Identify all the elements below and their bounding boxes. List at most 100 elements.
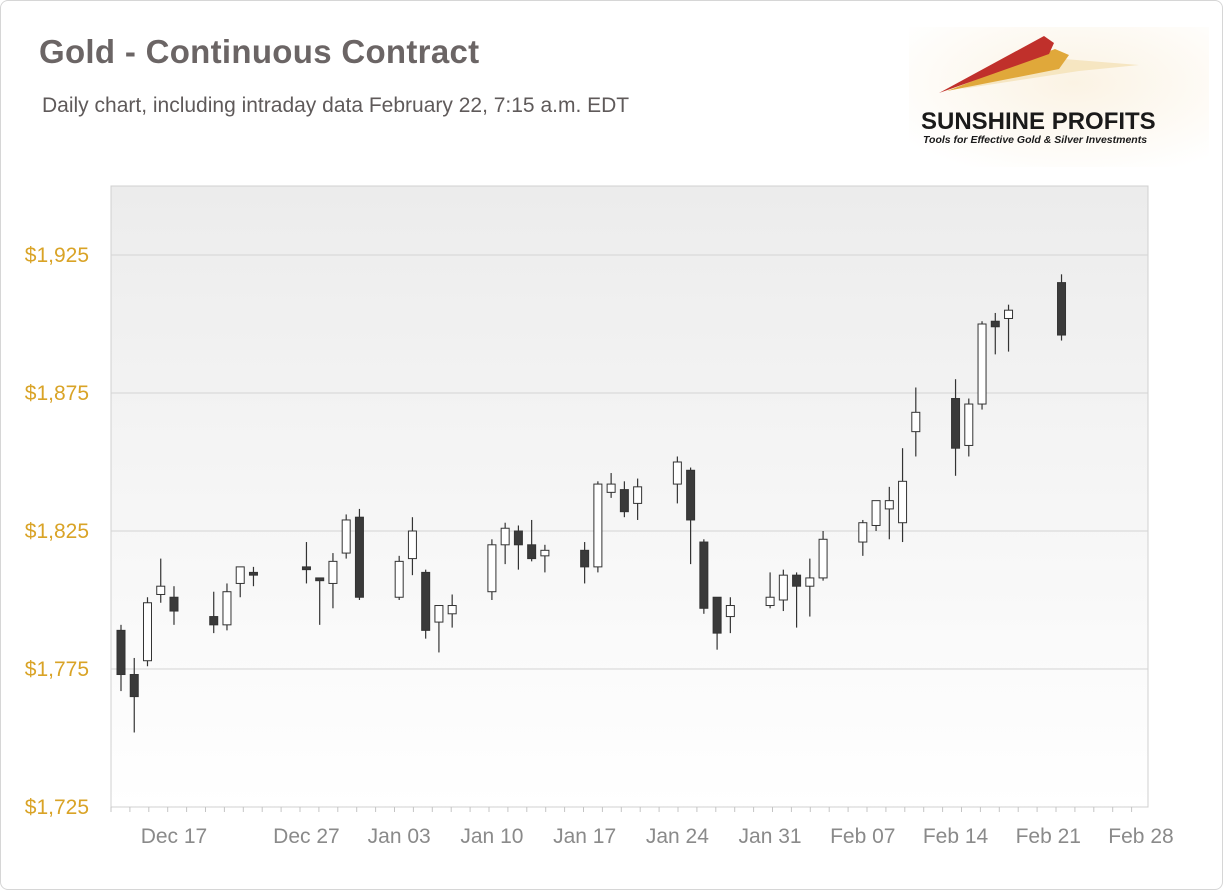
candle-body — [951, 398, 961, 449]
x-tick-label: Feb 28 — [1108, 825, 1173, 848]
logo-tagline-text: Tools for Effective Gold & Silver Invest… — [923, 134, 1147, 146]
x-tick-label: Jan 24 — [646, 825, 709, 848]
gridlines — [111, 254, 1148, 670]
candle — [354, 508, 364, 600]
candle — [977, 321, 987, 410]
candle-body — [619, 489, 629, 513]
logo-swoosh-gold — [947, 49, 1069, 91]
candle — [792, 572, 802, 628]
candle-body — [540, 549, 550, 557]
candle — [633, 478, 643, 520]
candle — [951, 379, 961, 476]
candle-body — [712, 596, 722, 634]
x-tick-label: Feb 21 — [1016, 825, 1081, 848]
candle — [169, 586, 179, 625]
candle-body — [818, 538, 828, 579]
candle — [341, 514, 351, 559]
candle — [778, 569, 788, 612]
candle — [1057, 274, 1067, 341]
candle-body — [606, 483, 616, 493]
candle — [301, 542, 311, 584]
candle-body — [580, 549, 590, 568]
candle — [725, 597, 735, 634]
logo-swoosh-red — [939, 36, 1054, 93]
chart-subtitle: Daily chart, including intraday data Feb… — [42, 94, 630, 117]
candle — [699, 539, 709, 614]
candle — [606, 473, 616, 498]
candle — [580, 542, 590, 584]
logo-brand-text: SUNSHINE PROFITS — [921, 108, 1156, 135]
candle — [248, 566, 258, 587]
candle — [871, 500, 881, 531]
chart-title: Gold - Continuous Contract — [39, 33, 480, 70]
x-tick-label: Jan 10 — [460, 825, 523, 848]
candle — [447, 594, 457, 628]
sunshine-profits-logo: SUNSHINE PROFITS Tools for Effective Gol… — [909, 27, 1209, 167]
candle — [434, 605, 444, 653]
candle-body — [765, 596, 775, 607]
x-tick-label: Dec 27 — [273, 825, 340, 848]
candle-body — [421, 571, 431, 631]
candle — [712, 596, 722, 650]
plot-area — [110, 185, 1149, 808]
candle — [672, 456, 682, 504]
candle-body — [328, 560, 338, 584]
candle — [328, 553, 338, 609]
candle-body — [686, 469, 696, 521]
candle — [500, 522, 510, 565]
candle-body — [447, 605, 457, 615]
candle — [513, 525, 523, 570]
candle — [898, 448, 908, 543]
candle — [315, 577, 325, 625]
candle — [487, 539, 497, 600]
candle-body — [169, 596, 179, 612]
candle-body — [394, 560, 404, 598]
candle-body — [301, 566, 311, 571]
candle — [990, 312, 1000, 355]
candle — [540, 544, 550, 573]
x-tick-label: Dec 17 — [141, 825, 208, 848]
logo-swoosh-light — [961, 59, 1139, 89]
candle-body — [898, 480, 908, 524]
candle-body — [513, 530, 523, 546]
candle-body — [977, 323, 987, 405]
candle — [235, 566, 245, 598]
candle — [805, 558, 815, 617]
y-tick-label: $1,875 — [25, 382, 89, 405]
candle-body — [633, 486, 643, 504]
x-tick-label: Jan 17 — [553, 825, 616, 848]
candle-body — [341, 519, 351, 554]
candle-body — [116, 629, 126, 676]
candle-body — [1004, 309, 1014, 319]
candle-body — [315, 577, 325, 582]
candle — [884, 486, 894, 540]
candle — [765, 572, 775, 609]
y-axis: $1,725 $1,775 $1,825 $1,875 $1,925 — [25, 244, 89, 819]
candles — [116, 274, 1067, 733]
y-tick-label: $1,925 — [25, 244, 89, 267]
candle — [964, 398, 974, 457]
candle — [129, 657, 139, 733]
candle-body — [699, 541, 709, 609]
y-tick-label: $1,725 — [25, 796, 89, 819]
candle-body — [129, 674, 139, 698]
candle — [818, 531, 828, 581]
candle — [142, 597, 152, 667]
candle-body — [248, 571, 258, 576]
candle-body — [156, 585, 166, 595]
candle-body — [354, 516, 364, 598]
candle — [407, 517, 417, 576]
candle-body — [222, 591, 232, 626]
candle — [209, 591, 219, 634]
candle — [116, 624, 126, 692]
candle — [619, 481, 629, 518]
y-tick-label: $1,775 — [25, 658, 89, 681]
candle — [911, 387, 921, 457]
x-axis: Dec 17 Dec 27 Jan 03 Jan 10 Jan 17 Jan 24 Jan … — [110, 807, 1174, 848]
x-tick-label: Feb 07 — [830, 825, 895, 848]
candle-body — [142, 602, 152, 662]
candle — [858, 519, 868, 556]
candle-body — [990, 320, 1000, 328]
